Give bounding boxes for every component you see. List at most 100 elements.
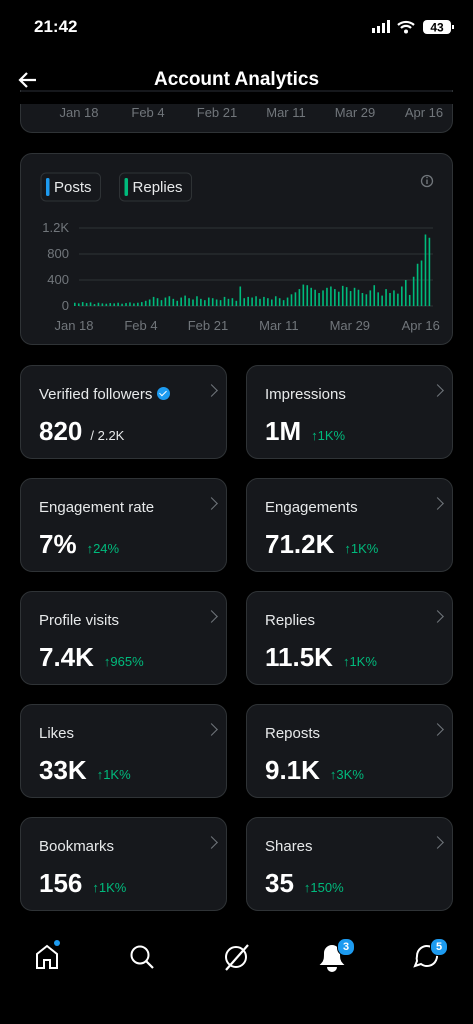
bar: [424, 234, 427, 306]
metric-card[interactable]: Shares 35 150%: [246, 817, 453, 911]
bar: [144, 300, 147, 306]
bar: [109, 303, 112, 306]
metric-card[interactable]: Profile visits 7.4K 965%: [20, 591, 227, 685]
metric-value: 7% 24%: [39, 529, 119, 560]
bar: [381, 295, 383, 306]
metric-extra: / 2.2K: [90, 428, 125, 443]
bar: [129, 302, 131, 306]
bar: [416, 263, 419, 306]
bar: [227, 298, 230, 306]
metric-change: 3K%: [330, 767, 364, 782]
bar: [373, 285, 376, 306]
bar: [105, 303, 108, 306]
top-axis-label: Jan 18: [59, 105, 99, 120]
metric-value: 156 1K%: [39, 868, 126, 899]
bar: [235, 300, 238, 306]
bottom-nav: [36, 940, 438, 972]
chart-card: 0 400 800 1.2K Jan 18 Feb 4 Feb 21 Mar 11 Mar 29…: [20, 153, 453, 345]
x-tick-label: Mar 11: [259, 318, 299, 333]
metric-value: 11.5K 1K%: [265, 642, 377, 673]
metric-label: Bookmarks: [39, 838, 115, 855]
chevron: [431, 610, 444, 623]
bar: [322, 290, 324, 306]
metric-label: Engagement rate: [39, 499, 155, 516]
legend-item[interactable]: Replies: [119, 172, 193, 202]
metric-card[interactable]: Bookmarks 156 1K%: [20, 817, 227, 911]
metric-card[interactable]: Reposts 9.1K 3K%: [246, 704, 453, 798]
x-tick-label: Mar 29: [330, 318, 370, 333]
metric-card[interactable]: Likes 33K 1K%: [20, 704, 227, 798]
bar: [215, 299, 218, 306]
metric-change: 1K%: [92, 880, 126, 895]
y-tick-label: 800: [47, 246, 69, 261]
chart: 0 400 800 1.2K Jan 18 Feb 4 Feb 21 Mar 11 Mar 29…: [40, 172, 440, 333]
bar: [286, 297, 289, 306]
bar: [274, 296, 277, 306]
notifications-tab[interactable]: [319, 945, 345, 972]
chevron: [205, 723, 218, 736]
metric-number: 9.1K: [265, 755, 320, 785]
metric-change: 150%: [304, 880, 344, 895]
metric-card[interactable]: Engagement rate 7% 24%: [20, 478, 227, 572]
bar: [318, 293, 320, 306]
bar: [113, 303, 115, 306]
chevron: [431, 836, 444, 849]
y-tick-label: 0: [62, 298, 69, 313]
bar: [282, 300, 285, 306]
metric-card[interactable]: Verified followers 820 / 2.2K: [20, 365, 227, 459]
metric-number: 7%: [39, 529, 77, 559]
grok-tab[interactable]: [225, 944, 249, 971]
chevron: [205, 836, 218, 849]
x-tick-label: Feb 21: [188, 318, 228, 333]
bar: [389, 293, 391, 306]
bar: [239, 286, 242, 306]
search-tab[interactable]: [130, 945, 154, 969]
bar: [211, 298, 214, 306]
bar: [97, 302, 100, 306]
info-circle: [420, 174, 434, 188]
bar: [168, 296, 171, 306]
header-mask: [0, 92, 473, 104]
legend-item[interactable]: Posts: [40, 172, 102, 202]
verified-check: [159, 388, 168, 396]
home-tab[interactable]: [36, 940, 60, 969]
metric-value: 33K 1K%: [39, 755, 131, 786]
metric-label: Replies: [265, 612, 316, 629]
y-tick-label: 400: [47, 272, 69, 287]
bar: [330, 286, 332, 306]
bar: [204, 300, 206, 306]
bar: [357, 289, 360, 306]
top-axis-label: Feb 21: [196, 105, 238, 120]
metric-card[interactable]: Replies 11.5K 1K%: [246, 591, 453, 685]
metric-value: 9.1K 3K%: [265, 755, 364, 786]
status-time: 21:42: [34, 17, 78, 36]
back-button[interactable]: [16, 70, 40, 90]
metric-number: 11.5K: [265, 642, 333, 672]
bar: [267, 298, 269, 306]
bar: [263, 296, 265, 306]
bar: [353, 287, 356, 306]
legend-label: Posts: [54, 179, 92, 196]
chevron: [431, 384, 444, 397]
x-tick-label: Jan 18: [54, 318, 93, 333]
messages-tab[interactable]: [413, 945, 438, 968]
bar: [306, 285, 309, 306]
metric-label: Likes: [39, 725, 75, 742]
bar: [369, 290, 372, 306]
metric-change: 1K%: [97, 767, 131, 782]
metric-label: Reposts: [265, 725, 321, 742]
bar: [207, 297, 210, 306]
info-icon: [420, 174, 434, 188]
metric-card[interactable]: Engagements 71.2K 1K%: [246, 478, 453, 572]
bar: [337, 291, 340, 306]
bar: [89, 302, 92, 306]
bar: [243, 298, 246, 306]
chevron: [431, 723, 444, 736]
chevron: [205, 384, 218, 397]
metric-card[interactable]: Impressions 1M 1K%: [246, 365, 453, 459]
message-badge: 5: [430, 938, 448, 956]
bar: [397, 293, 399, 306]
bar: [85, 303, 88, 306]
bar: [310, 287, 312, 306]
